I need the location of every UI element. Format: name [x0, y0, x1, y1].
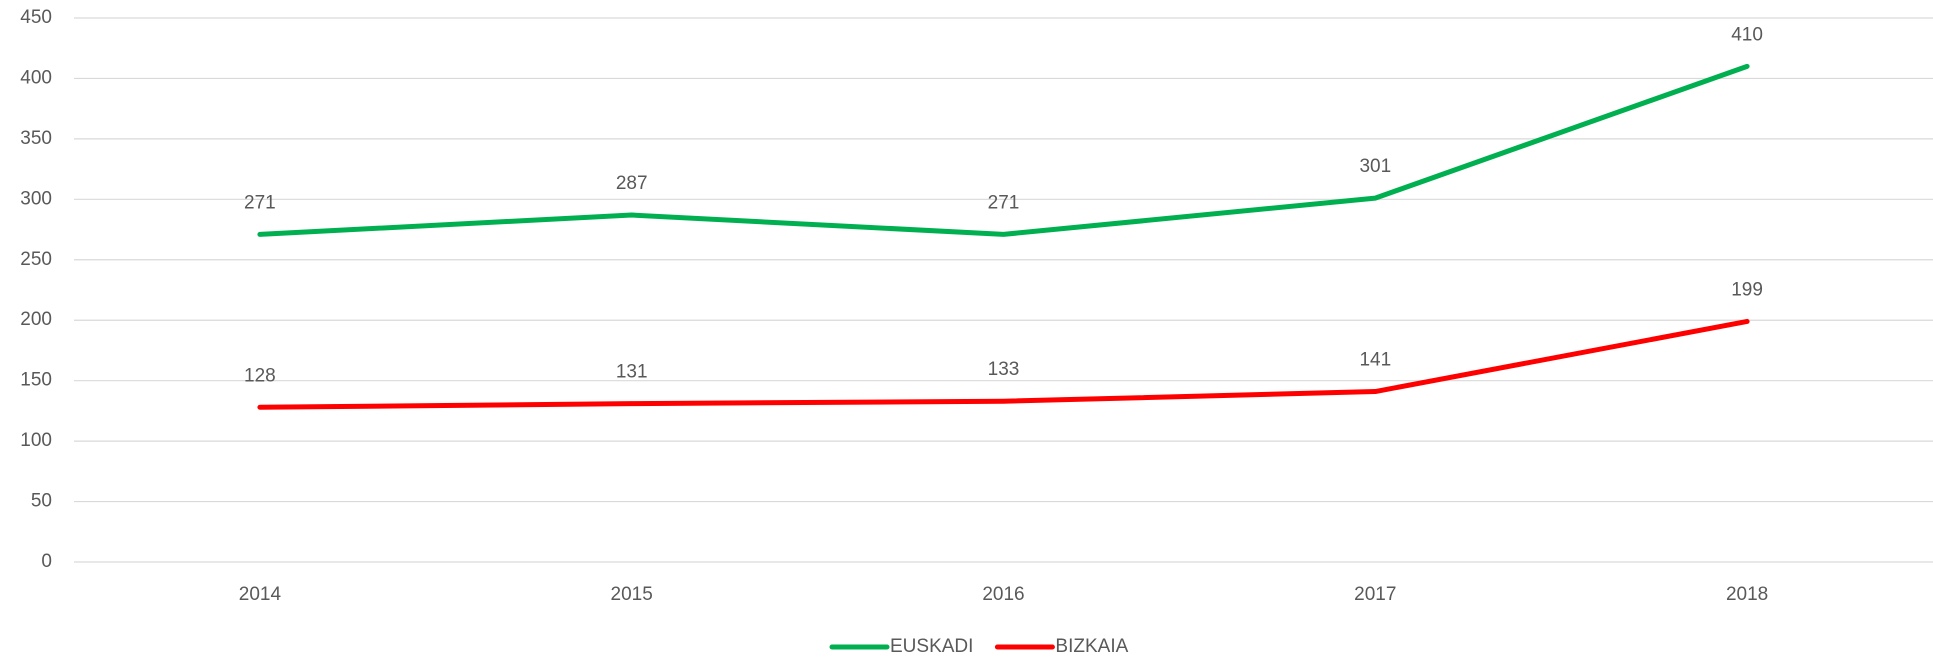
- x-tick-label: 2014: [239, 584, 282, 605]
- x-tick-label: 2016: [982, 584, 1024, 605]
- y-tick-label: 200: [20, 309, 52, 330]
- legend-label: BIZKAIA: [1055, 636, 1128, 657]
- data-label: 141: [1359, 350, 1391, 371]
- legend-label: EUSKADI: [890, 636, 973, 657]
- series-line: [257, 318, 1750, 410]
- data-label: 301: [1359, 156, 1391, 177]
- y-tick-label: 50: [31, 491, 52, 512]
- y-tick-label: 400: [20, 67, 52, 88]
- y-tick-label: 300: [20, 188, 52, 209]
- y-tick-label: 0: [41, 551, 52, 572]
- data-label: 410: [1731, 24, 1763, 45]
- data-label: 271: [988, 192, 1020, 213]
- data-label: 128: [244, 365, 276, 386]
- series-line: [257, 63, 1750, 237]
- data-label: 271: [244, 192, 276, 213]
- y-tick-label: 250: [20, 249, 52, 270]
- y-tick-label: 150: [20, 370, 52, 391]
- data-label: 199: [1731, 279, 1763, 300]
- x-tick-label: 2017: [1354, 584, 1396, 605]
- data-label: 287: [616, 173, 648, 194]
- y-tick-label: 350: [20, 128, 52, 149]
- x-tick-label: 2018: [1726, 584, 1768, 605]
- y-tick-label: 100: [20, 430, 52, 451]
- y-tick-label: 450: [20, 7, 52, 28]
- x-tick-label: 2015: [611, 584, 653, 605]
- data-label: 133: [988, 359, 1020, 380]
- data-label: 131: [616, 362, 648, 383]
